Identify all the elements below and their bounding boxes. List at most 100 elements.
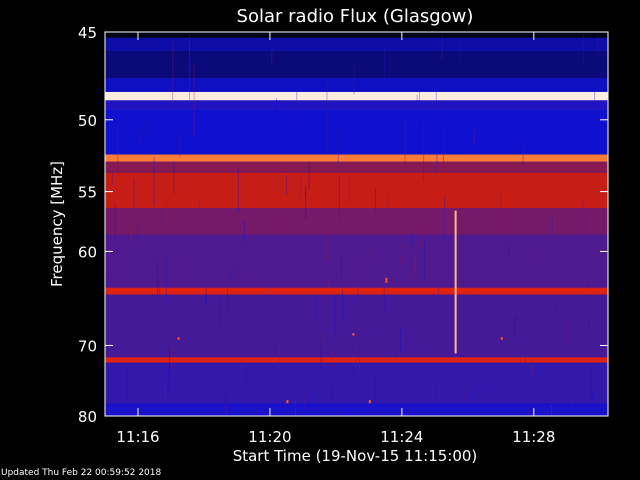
noise-streak [165, 380, 167, 406]
noise-streak [117, 126, 119, 175]
noise-streak [146, 120, 148, 138]
noise-streak [281, 219, 283, 230]
noise-streak [444, 196, 446, 241]
noise-streak [240, 359, 242, 389]
radio-burst [352, 333, 355, 336]
noise-streak [553, 333, 555, 350]
noise-streak [137, 222, 139, 239]
noise-streak [435, 387, 437, 397]
noise-streak [229, 271, 231, 280]
noise-streak [522, 138, 524, 167]
noise-streak [331, 384, 333, 401]
noise-streak [401, 244, 403, 263]
noise-streak [131, 227, 133, 255]
noise-streak [326, 80, 328, 151]
noise-streak [465, 323, 467, 337]
noise-streak [227, 285, 229, 312]
noise-streak [554, 301, 556, 309]
noise-streak [434, 37, 436, 49]
noise-streak [375, 376, 377, 404]
noise-streak [508, 245, 510, 255]
y-tick-label: 60 [78, 243, 97, 261]
noise-streak [278, 342, 280, 364]
noise-streak [308, 161, 310, 190]
frequency-band [105, 287, 608, 295]
plot-frame [104, 31, 609, 417]
frequency-band [105, 208, 608, 235]
noise-streak [416, 95, 418, 110]
noise-streak [165, 257, 167, 301]
noise-streak [551, 404, 553, 416]
frequency-band [105, 110, 608, 155]
noise-streak [304, 190, 306, 198]
noise-streak [473, 274, 475, 290]
noise-streak [433, 236, 435, 275]
noise-streak [414, 252, 416, 278]
noise-streak [582, 199, 584, 248]
noise-streak [567, 317, 569, 349]
noise-streak [225, 389, 227, 406]
noise-streak [198, 199, 200, 208]
noise-streak [225, 404, 227, 414]
noise-streak [423, 238, 425, 281]
noise-streak [269, 281, 271, 290]
noise-streak [597, 35, 599, 53]
noise-streak [435, 81, 437, 123]
noise-streak [497, 339, 499, 350]
noise-streak [275, 98, 277, 149]
noise-streak [140, 129, 142, 144]
noise-streak [341, 256, 343, 278]
noise-streak [179, 133, 181, 157]
noise-streak [473, 129, 475, 145]
noise-streak [437, 277, 439, 317]
noise-streak [278, 320, 280, 329]
noise-streak [105, 273, 107, 297]
noise-streak [262, 373, 264, 390]
noise-streak [239, 406, 241, 410]
frequency-band [105, 37, 608, 52]
y-tick-label: 50 [78, 112, 97, 130]
noise-streak [514, 315, 516, 339]
noise-streak [394, 355, 396, 387]
y-axis-ticks: 45 50 55 60 70 80 [78, 24, 608, 426]
frequency-band [105, 234, 608, 288]
noise-streak [442, 128, 444, 169]
noise-streak [404, 120, 406, 168]
x-tick-label: 11:28 [512, 428, 555, 446]
noise-streak [114, 202, 116, 239]
noise-streak [337, 127, 339, 164]
noise-streak [326, 231, 328, 261]
noise-streak [305, 184, 307, 221]
noise-streak [320, 341, 322, 370]
noise-streak [256, 234, 258, 280]
x-tick-label: 11:24 [380, 428, 423, 446]
noise-streak [399, 330, 401, 351]
noise-streak [126, 365, 128, 397]
noise-streak [596, 412, 598, 416]
frequency-band [105, 100, 608, 111]
noise-streak [153, 156, 155, 207]
radio-burst [500, 337, 503, 340]
noise-streak [244, 306, 246, 316]
noise-streak [237, 168, 239, 214]
chart-title: Solar radio Flux (Glasgow) [237, 6, 474, 27]
noise-streak [383, 283, 385, 317]
x-tick-label: 11:16 [116, 428, 159, 446]
noise-streak [193, 64, 195, 136]
noise-streak [353, 66, 355, 95]
noise-streak [300, 174, 302, 198]
noise-streak [441, 33, 443, 59]
noise-streak [213, 237, 215, 273]
noise-streak [582, 33, 584, 67]
noise-streak [335, 408, 337, 416]
noise-streak [594, 85, 596, 146]
noise-streak [541, 245, 543, 268]
noise-streak [167, 366, 169, 396]
noise-streak [590, 368, 592, 398]
plot-area [105, 32, 608, 417]
radio-burst [177, 337, 180, 340]
noise-streak [189, 34, 191, 104]
y-tick-label: 80 [78, 408, 97, 426]
noise-streak [286, 175, 288, 195]
noise-streak [128, 245, 130, 280]
